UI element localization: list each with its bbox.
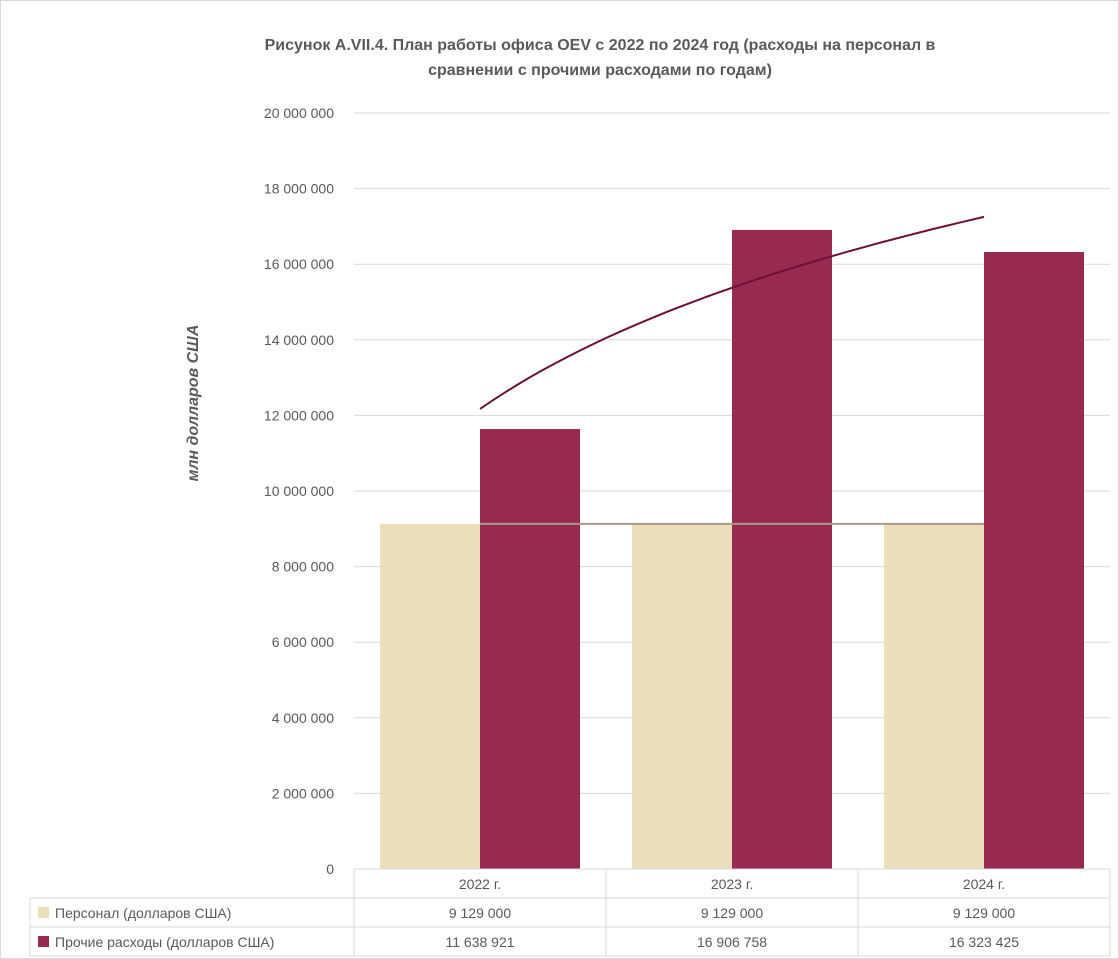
data-label: 9 129 000 [701, 905, 763, 921]
bar [732, 229, 832, 869]
y-tick-label: 2 000 000 [272, 785, 334, 801]
y-axis-title: млн долларов США [185, 325, 202, 482]
x-tick-label: 2023 г. [711, 876, 753, 892]
data-label: 16 323 425 [949, 934, 1019, 950]
y-tick-label: 14 000 000 [264, 332, 334, 348]
y-tick-label: 4 000 000 [272, 710, 334, 726]
bar [480, 429, 580, 869]
bar [632, 523, 732, 869]
y-tick-label: 18 000 000 [264, 181, 334, 197]
y-tick-label: 16 000 000 [264, 256, 334, 272]
y-tick-label: 20 000 000 [264, 105, 334, 121]
chart-title-line-1: Рисунок A.VII.4. План работы офиса OEV с… [265, 37, 936, 54]
data-label: 9 129 000 [449, 905, 511, 921]
legend-swatch [38, 907, 49, 918]
y-tick-label: 12 000 000 [264, 407, 334, 423]
trendline [479, 215, 985, 410]
legend-entry: Прочие расходы (долларов США) [55, 934, 274, 950]
data-label: 16 906 758 [697, 934, 767, 950]
bars [380, 229, 1084, 869]
bar [984, 251, 1084, 869]
data-table: 2022 г. 2023 г. 2024 г. Персонал (долларов … [29, 868, 1111, 957]
trendlines [479, 215, 985, 525]
bar [884, 523, 984, 869]
y-tick-label: 0 [326, 861, 334, 877]
y-axis-tick-labels: 0 2 000 000 4 000 000 6 000 000 8 000 000 10 … [264, 105, 334, 877]
chart-title-line-2: сравнении с прочими расходами по годам) [428, 62, 772, 79]
y-tick-label: 8 000 000 [272, 559, 334, 575]
x-tick-label: 2022 г. [459, 876, 501, 892]
data-label: 11 638 921 [445, 934, 514, 950]
y-tick-label: 10 000 000 [264, 483, 334, 499]
data-label: 9 129 000 [953, 905, 1015, 921]
legend-swatch [38, 936, 49, 947]
y-tick-label: 6 000 000 [272, 634, 334, 650]
x-tick-label: 2024 г. [963, 876, 1005, 892]
legend-entry: Персонал (долларов США) [55, 905, 231, 921]
bar [380, 523, 480, 869]
